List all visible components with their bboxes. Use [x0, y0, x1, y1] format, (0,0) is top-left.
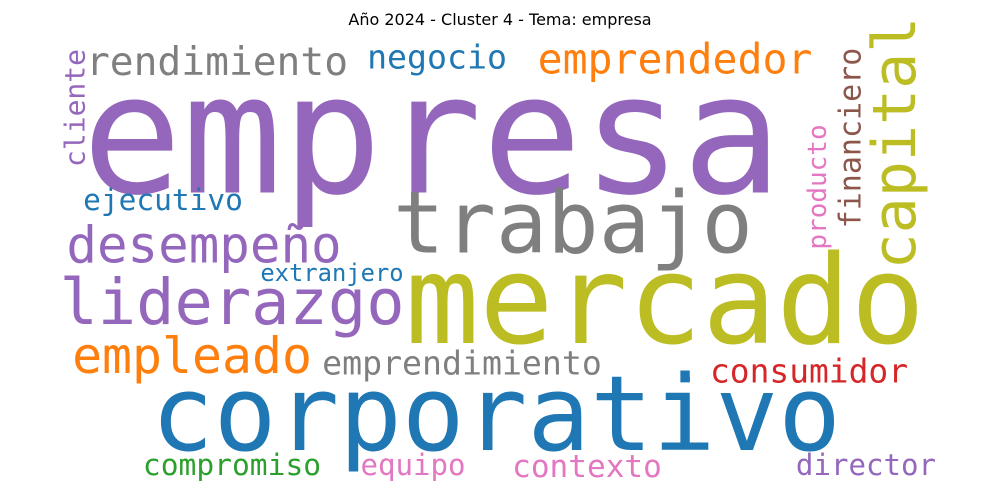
chart-title: Año 2024 - Cluster 4 - Tema: empresa — [348, 10, 652, 29]
word-liderazgo: liderazgo — [59, 266, 404, 340]
word-capital: capital — [860, 17, 930, 270]
word-equipo: equipo — [360, 448, 465, 482]
word-corporativo: corporativo — [151, 353, 841, 475]
word-consumidor: consumidor — [710, 352, 908, 391]
word-trabajo: trabajo — [393, 175, 753, 274]
word-cliente: cliente — [59, 49, 92, 167]
word-emprendimiento: emprendimiento — [322, 344, 602, 383]
word-desempeño: desempeño — [66, 216, 341, 275]
word-director: director — [796, 448, 936, 482]
word-empresa: empresa — [82, 40, 782, 233]
word-emprendedor: emprendedor — [538, 35, 813, 84]
word-negocio: negocio — [367, 38, 507, 77]
word-rendimiento: rendimiento — [86, 39, 348, 85]
word-mercado: mercado — [405, 229, 925, 373]
word-dot: . — [679, 355, 697, 390]
word-extranjero: extranjero — [260, 259, 403, 287]
word-empleado: empleado — [72, 327, 312, 385]
word-ejecutivo: ejecutivo — [83, 183, 243, 217]
word-financiero: financiero — [834, 48, 869, 229]
word-compromiso: compromiso — [143, 448, 321, 482]
word-producto: producto — [803, 124, 833, 249]
word-contexto: contexto — [512, 449, 662, 485]
